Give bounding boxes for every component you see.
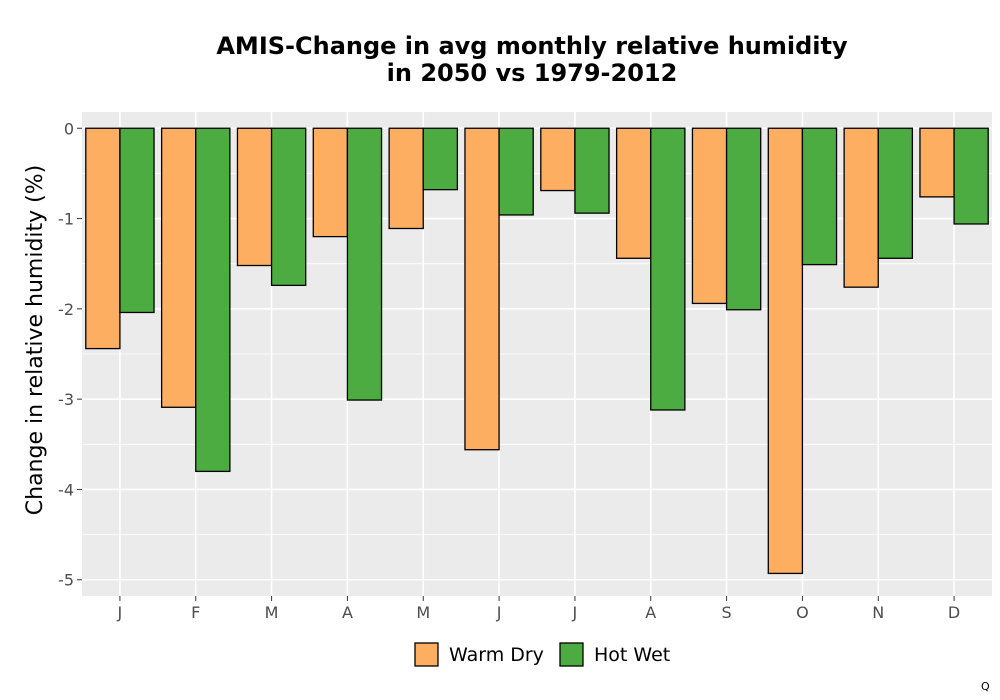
x-tick-label: A [342, 603, 353, 622]
bar-hot-wet [801, 127, 838, 266]
bar-hot-wet [725, 127, 762, 311]
bar-hot-wet [270, 127, 307, 287]
bar-hot-wet [574, 127, 610, 214]
y-tick-label: -2 [58, 300, 74, 319]
bar-warm-dry [236, 127, 273, 267]
chart-title-line-2: in 2050 vs 1979-2012 [387, 59, 678, 87]
legend-label: Hot Wet [594, 644, 670, 666]
bar-warm-dry [312, 127, 349, 238]
bars [85, 127, 989, 575]
x-tick-label: O [796, 603, 809, 622]
bar-warm-dry [388, 127, 424, 230]
y-tick-label: -4 [58, 480, 74, 499]
chart-title: AMIS-Change in avg monthly relative humi… [216, 32, 848, 87]
legend-key [559, 642, 584, 667]
y-axis: 0 -1 -2 -3 -4 -5 [58, 119, 82, 590]
grid-minor [82, 173, 992, 535]
bar-warm-dry [615, 127, 652, 259]
bar-hot-wet [119, 127, 155, 314]
y-tick-label: -1 [58, 210, 74, 229]
y-tick-label: -3 [58, 390, 74, 409]
bar-warm-dry [767, 127, 804, 575]
bar-warm-dry [160, 127, 197, 408]
x-tick-label: D [948, 603, 960, 622]
chart-title-line-1: AMIS-Change in avg monthly relative humi… [216, 32, 848, 60]
x-tick-label: J [496, 603, 502, 622]
y-axis-title: Change in relative humidity (%) [23, 165, 48, 515]
bar-hot-wet [422, 127, 459, 191]
x-tick-label: J [117, 603, 123, 622]
bar-warm-dry [919, 127, 955, 198]
bar-hot-wet [195, 127, 231, 473]
x-tick-label: N [872, 603, 884, 622]
corner-mark: Q [981, 680, 990, 693]
x-tick-label: M [416, 603, 430, 622]
bar-hot-wet [498, 127, 534, 216]
x-tick-label: M [265, 603, 279, 622]
bar-warm-dry [464, 127, 500, 451]
legend-key [414, 642, 439, 667]
x-tick-label: S [722, 603, 732, 622]
y-tick-label: -5 [58, 571, 74, 590]
x-tick-label: A [645, 603, 656, 622]
legend: Warm Dry Hot Wet [414, 642, 670, 667]
x-tick-label: F [191, 603, 200, 622]
bar-warm-dry [691, 127, 728, 305]
legend-label: Warm Dry [449, 644, 544, 666]
bar-hot-wet [953, 127, 989, 225]
bar-hot-wet [650, 127, 686, 411]
bar-warm-dry [843, 127, 879, 288]
x-tick-label: J [572, 603, 578, 622]
y-tick-label: 0 [64, 119, 74, 138]
bar-warm-dry [85, 127, 121, 350]
bar-warm-dry [540, 127, 576, 192]
bar-hot-wet [346, 127, 383, 401]
bar-hot-wet [877, 127, 914, 259]
